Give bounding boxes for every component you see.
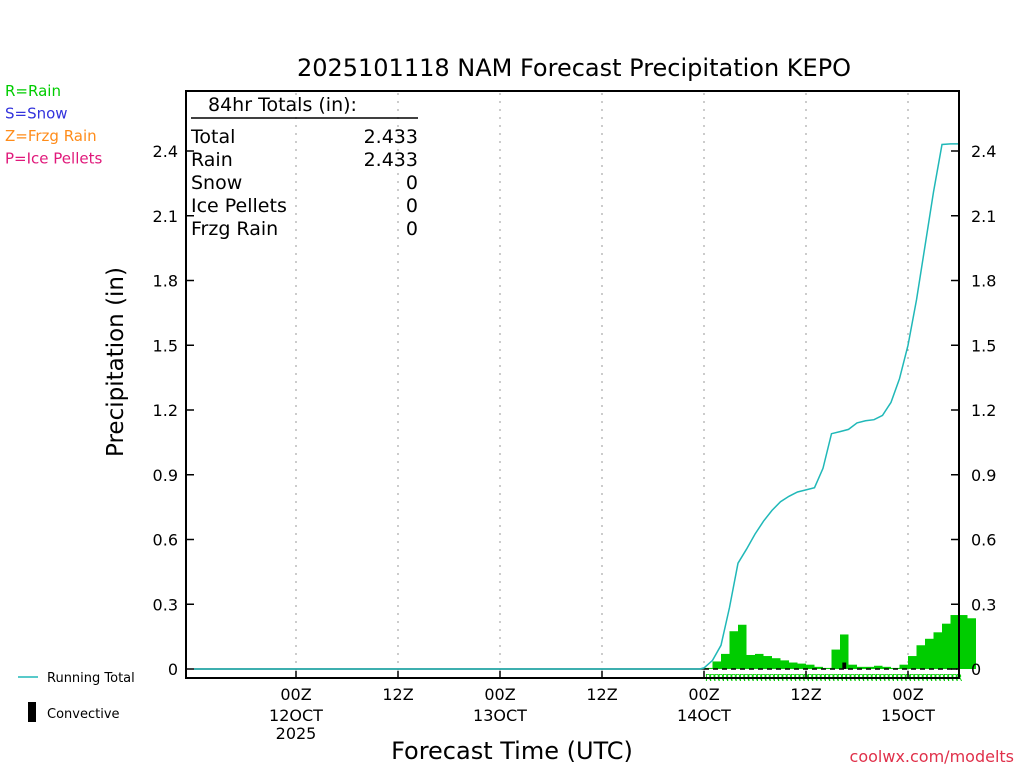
precip-bar xyxy=(729,631,738,669)
credit-text: coolwx.com/modelts xyxy=(850,747,1014,766)
y-tick-label-left: 0.6 xyxy=(153,531,178,550)
precip-bar xyxy=(950,615,959,669)
precip-bar xyxy=(780,660,789,669)
totals-row-value: 2.433 xyxy=(364,149,418,171)
convective-series xyxy=(842,662,847,669)
type-legend-item: S=Snow xyxy=(5,105,68,123)
y-tick-label-right: 1.2 xyxy=(971,401,996,420)
running-total-line xyxy=(194,143,959,670)
legend-swatch-convective xyxy=(28,702,36,722)
x-tick-label: 12Z xyxy=(382,685,413,704)
precip-bar xyxy=(865,666,874,669)
precip-bar xyxy=(789,662,798,669)
x-tick-date: 14OCT xyxy=(677,706,731,725)
precip-bar xyxy=(746,654,755,669)
precip-bar xyxy=(840,634,849,669)
convective-bar xyxy=(842,662,847,669)
precip-bar xyxy=(797,663,806,669)
precip-bar xyxy=(823,667,832,669)
precip-bar xyxy=(908,656,917,669)
precip-bar xyxy=(959,615,968,669)
x-axis-label: Forecast Time (UTC) xyxy=(391,737,633,765)
legend-label-convective: Convective xyxy=(47,707,120,722)
x-tick-date: 13OCT xyxy=(473,706,527,725)
x-tick-date: 15OCT xyxy=(881,706,935,725)
precip-type-legend: R=Rain S=Snow Z=Frzg Rain P=Ice Pellets xyxy=(5,82,102,168)
totals-header: 84hr Totals (in): xyxy=(208,94,357,116)
y-tick-label-right: 0.3 xyxy=(971,595,996,614)
totals-row-value: 2.433 xyxy=(364,126,418,148)
precip-bar xyxy=(848,664,857,669)
x-tick-year: 2025 xyxy=(276,724,317,743)
totals-box: 84hr Totals (in): Total 2.433 Rain 2.433 Sno… xyxy=(190,94,418,240)
totals-row-label: Total xyxy=(190,126,235,148)
y-axis-left: 0 0.3 0.6 0.9 1.2 1.5 1.8 2.1 2.4 xyxy=(153,142,194,679)
type-legend-item: R=Rain xyxy=(5,82,61,100)
precip-bar xyxy=(755,653,764,669)
precip-bar xyxy=(831,649,840,669)
y-tick-label-left: 0.9 xyxy=(153,466,178,485)
totals-row-label: Frzg Rain xyxy=(191,218,278,240)
type-legend-item: P=Ice Pellets xyxy=(5,150,102,168)
precip-bar xyxy=(814,666,823,669)
y-tick-label-left: 1.5 xyxy=(153,336,178,355)
y-tick-label-right: 0 xyxy=(971,660,981,679)
y-tick-label-left: 1.8 xyxy=(153,272,178,291)
bar-series xyxy=(704,615,976,669)
totals-row-label: Snow xyxy=(191,172,242,194)
precip-bar xyxy=(899,664,908,669)
x-tick-label: 12Z xyxy=(790,685,821,704)
precip-bar xyxy=(738,624,747,669)
grid-lines xyxy=(194,93,909,677)
precip-bar xyxy=(721,653,730,669)
y-tick-label-right: 0.9 xyxy=(971,466,996,485)
precip-bar xyxy=(712,661,721,669)
y-tick-label-right: 2.1 xyxy=(971,207,996,226)
chart-title: 2025101118 NAM Forecast Precipitation KE… xyxy=(297,54,851,82)
y-tick-label-left: 0.3 xyxy=(153,595,178,614)
x-tick-date: 12OCT xyxy=(269,706,323,725)
legend-label-running-total: Running Total xyxy=(47,671,135,686)
y-tick-label-right: 0.6 xyxy=(971,531,996,550)
x-tick-label: 00Z xyxy=(688,685,719,704)
precip-bar xyxy=(942,623,951,669)
precip-bar xyxy=(772,658,781,669)
y-tick-label-left: 0 xyxy=(168,660,178,679)
precip-bar xyxy=(882,666,891,669)
precip-bar xyxy=(763,656,772,669)
precip-bar xyxy=(916,645,925,669)
x-tick-label: 12Z xyxy=(586,685,617,704)
totals-row-label: Rain xyxy=(191,149,233,171)
y-tick-label-right: 2.4 xyxy=(971,142,996,161)
precip-bar xyxy=(967,618,976,669)
y-tick-label-left: 2.1 xyxy=(153,207,178,226)
x-tick-label: 00Z xyxy=(892,685,923,704)
plot-frame xyxy=(185,90,960,679)
y-tick-label-left: 1.2 xyxy=(153,401,178,420)
precip-bar xyxy=(806,664,815,669)
y-axis-right: 0 0.3 0.6 0.9 1.2 1.5 1.8 2.1 2.4 xyxy=(951,142,996,679)
series-legend: Running Total Convective xyxy=(18,671,135,722)
totals-row-label: Ice Pellets xyxy=(191,195,287,217)
y-tick-label-left: 2.4 xyxy=(153,142,178,161)
totals-row-value: 0 xyxy=(406,172,418,194)
precip-bar xyxy=(925,638,934,669)
type-legend-item: Z=Frzg Rain xyxy=(5,127,97,145)
x-tick-label: 00Z xyxy=(484,685,515,704)
y-axis-label: Precipitation (in) xyxy=(103,267,129,457)
y-tick-label-right: 1.8 xyxy=(971,272,996,291)
precip-bar xyxy=(874,665,883,669)
precip-bar xyxy=(933,632,942,669)
totals-row-value: 0 xyxy=(406,195,418,217)
precip-bar xyxy=(857,666,866,669)
x-tick-label: 00Z xyxy=(280,685,311,704)
totals-row-value: 0 xyxy=(406,218,418,240)
y-tick-label-right: 1.5 xyxy=(971,336,996,355)
